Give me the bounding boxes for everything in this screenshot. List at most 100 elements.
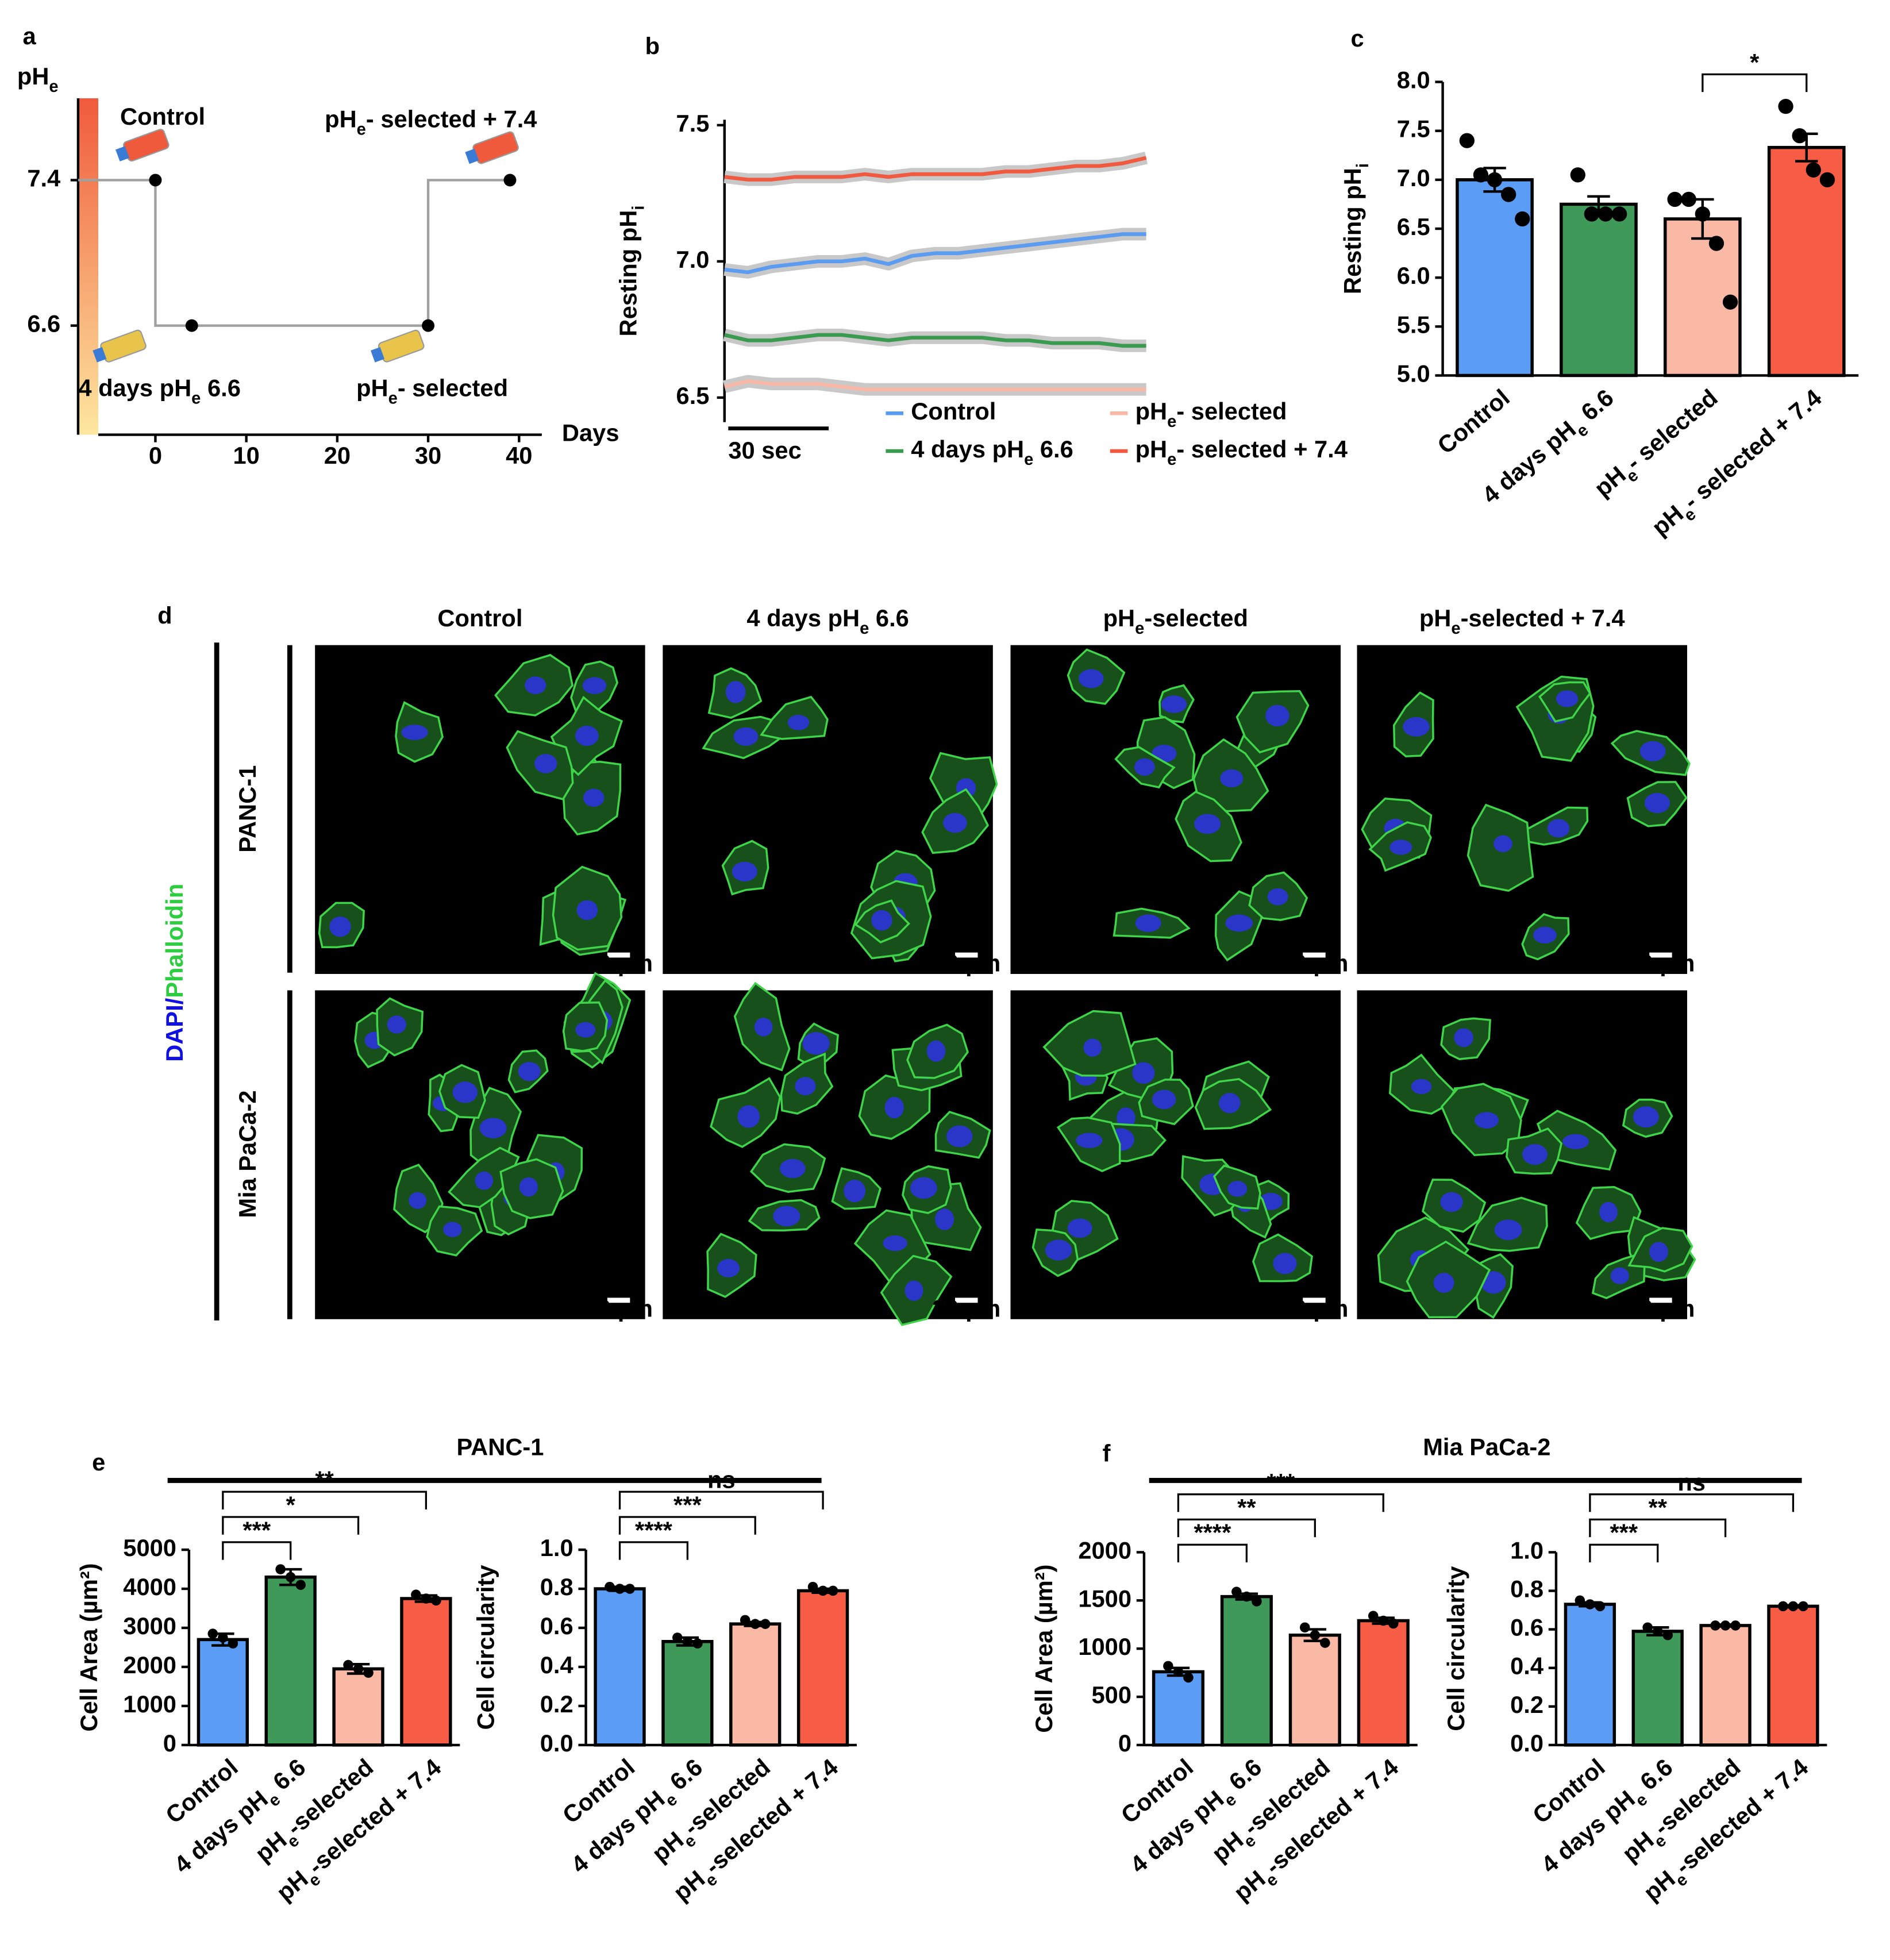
data-point <box>1652 1626 1663 1636</box>
nucleus <box>409 1192 427 1209</box>
data-point <box>1595 1601 1606 1612</box>
data-point <box>1778 1601 1788 1612</box>
significance-label: ** <box>1237 1494 1256 1521</box>
data-point <box>1183 1672 1194 1683</box>
flask-cap <box>116 146 130 161</box>
data-point <box>1163 1661 1173 1672</box>
data-point <box>1173 1666 1184 1677</box>
nucleus <box>518 1062 541 1081</box>
significance-label: **** <box>1194 1519 1231 1546</box>
point <box>185 319 198 332</box>
x-tick-label: pHe- selected + 7.4 <box>1646 384 1830 546</box>
scale-bar <box>1649 952 1672 958</box>
nucleus <box>946 1125 973 1147</box>
nucleus <box>1610 1267 1629 1284</box>
y-tick-label: 6.5 <box>1397 213 1430 240</box>
nucleus <box>844 1179 866 1203</box>
significance-bracket <box>1702 73 1808 93</box>
data-point <box>218 1632 228 1643</box>
y-axis-label: Cell Area (µm²) <box>1030 1564 1057 1732</box>
data-point <box>1722 294 1738 310</box>
data-point <box>1368 1611 1379 1621</box>
nucleus <box>787 715 810 730</box>
nucleus <box>904 1280 923 1301</box>
y-tick-label: 0.8 <box>1510 1576 1543 1603</box>
bar <box>264 1575 317 1747</box>
annotation: Control <box>120 103 205 130</box>
significance-label: *** <box>1610 1519 1638 1546</box>
legend-label: 4 days pHe 6.6 <box>911 436 1073 469</box>
nucleus <box>1117 1107 1135 1129</box>
stain-phalloidin: Phalloidin <box>161 884 188 998</box>
data-point <box>750 1619 761 1629</box>
y-tick-label: 0.2 <box>540 1691 573 1718</box>
significance-bracket <box>1589 1543 1659 1562</box>
y-tick-label: 1000 <box>123 1691 176 1718</box>
nucleus <box>1079 669 1104 688</box>
nucleus <box>1403 717 1430 737</box>
bar <box>400 1597 452 1747</box>
significance-bracket <box>1177 1493 1384 1512</box>
significance-label: *** <box>1267 1469 1295 1496</box>
nucleus <box>1522 1143 1548 1165</box>
nucleus <box>1644 792 1670 814</box>
nucleus <box>795 1077 816 1096</box>
nucleus <box>1411 1079 1432 1095</box>
data-point <box>1231 1587 1242 1597</box>
flask <box>378 329 425 363</box>
nucleus <box>1533 926 1557 944</box>
x-tick-label: 40 <box>506 442 532 469</box>
nucleus <box>1067 1218 1092 1238</box>
y-tick-label: 1500 <box>1078 1585 1131 1612</box>
y-tick-label: 7.5 <box>676 110 710 137</box>
nucleus <box>725 681 746 703</box>
nucleus <box>575 1022 596 1038</box>
group-title: Mia PaCa-2 <box>1423 1434 1550 1461</box>
scale-label: 20 µm <box>1626 950 1695 977</box>
bar <box>1560 202 1638 378</box>
data-point <box>1570 167 1585 183</box>
y-axis-label: Resting pHi <box>614 205 648 336</box>
bar <box>1357 1619 1410 1747</box>
data-point <box>625 1584 635 1594</box>
significance-label: ns <box>707 1466 736 1493</box>
data-point <box>343 1659 353 1670</box>
nucleus <box>926 1040 946 1062</box>
scale-label: 20 µm <box>1280 1295 1348 1322</box>
y-tick-label: 6.0 <box>1397 262 1430 289</box>
data-point <box>1788 1601 1799 1612</box>
nucleus <box>1161 695 1187 713</box>
nucleus <box>943 813 967 833</box>
group-title: PANC-1 <box>456 1434 544 1461</box>
annotation: pHe- selected <box>356 374 508 407</box>
y-tick-label: 0.4 <box>540 1651 573 1678</box>
x-axis-label: Days <box>562 419 619 446</box>
nucleus <box>443 1222 462 1237</box>
data-point <box>285 1572 296 1582</box>
y-axis-label: pHe <box>17 63 59 96</box>
data-point <box>1584 206 1600 222</box>
nucleus <box>1454 1028 1473 1048</box>
data-point <box>1642 1622 1653 1633</box>
data-point <box>827 1585 838 1596</box>
y-axis-label: Cell Area (µm²) <box>75 1563 102 1731</box>
annotation: 4 days pHe 6.6 <box>78 374 240 407</box>
data-point <box>363 1668 374 1678</box>
nucleus <box>1219 1093 1241 1114</box>
y-tick-label: 0 <box>1118 1730 1131 1757</box>
y-tick-label: 500 <box>1091 1681 1131 1708</box>
data-point <box>1778 98 1793 114</box>
scale-label: 20 µm <box>584 1295 653 1322</box>
significance-bracket <box>1177 1518 1316 1538</box>
nucleus <box>773 1206 800 1227</box>
x-tick-label: 30 <box>415 442 441 469</box>
data-point <box>411 1589 421 1600</box>
stain-dapi: DAPI/ <box>161 998 188 1062</box>
x-tick-label: 20 <box>324 442 351 469</box>
bar <box>1152 1670 1204 1747</box>
point <box>422 319 435 332</box>
nucleus <box>1083 1038 1102 1057</box>
flask-cap <box>371 346 385 363</box>
significance-label: ns <box>1677 1469 1706 1496</box>
